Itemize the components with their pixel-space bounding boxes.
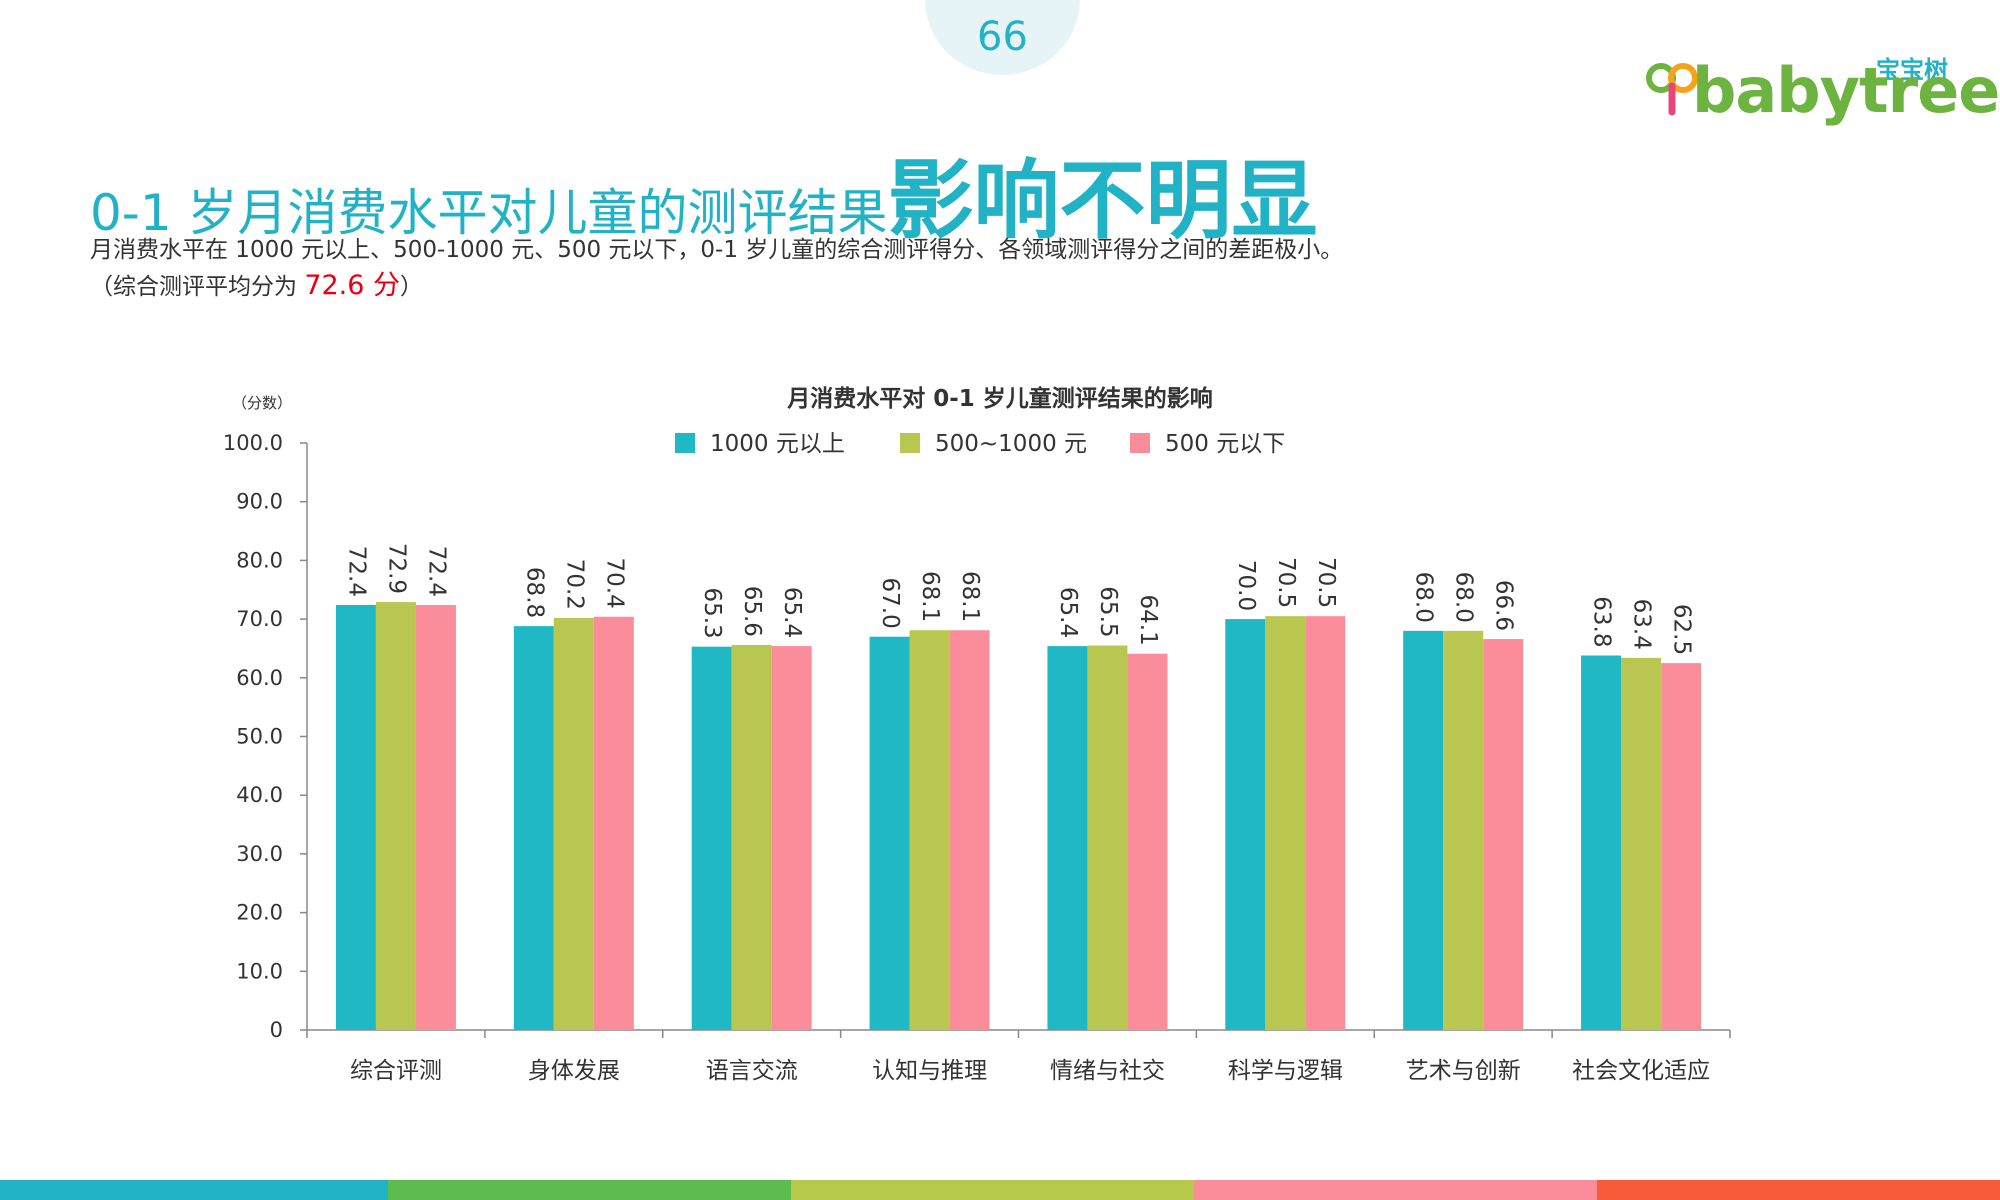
data-label: 65.4 bbox=[1055, 587, 1081, 638]
data-label: 65.4 bbox=[779, 587, 805, 638]
bar bbox=[1127, 653, 1168, 1030]
data-label: 70.5 bbox=[1273, 557, 1299, 608]
logo-mark-icon bbox=[1646, 63, 1698, 116]
strip-segment bbox=[388, 1180, 791, 1200]
data-label: 68.0 bbox=[1451, 572, 1477, 623]
chart-title: 月消费水平对 0-1 岁儿童测评结果的影响 bbox=[786, 385, 1213, 412]
data-label: 68.1 bbox=[917, 571, 943, 622]
data-label: 65.6 bbox=[739, 586, 765, 637]
data-label: 65.5 bbox=[1095, 586, 1121, 637]
subtitle-line-2: （综合测评平均分为 72.6 分） bbox=[90, 268, 1343, 305]
page-number: 66 bbox=[977, 14, 1028, 60]
data-label: 67.0 bbox=[877, 577, 903, 628]
subtitle-suffix: ） bbox=[400, 274, 424, 300]
x-category-label: 社会文化适应 bbox=[1572, 1058, 1710, 1084]
y-tick-label: 60.0 bbox=[236, 666, 283, 690]
bar bbox=[1443, 630, 1484, 1030]
y-tick-label: 100.0 bbox=[223, 431, 283, 455]
bar bbox=[1403, 630, 1444, 1030]
bar bbox=[909, 630, 950, 1030]
x-category-label: 艺术与创新 bbox=[1406, 1058, 1521, 1084]
data-label: 64.1 bbox=[1135, 595, 1161, 646]
bar bbox=[1581, 655, 1622, 1030]
y-tick-label: 0 bbox=[270, 1018, 283, 1042]
legend-label: 500~1000 元 bbox=[935, 431, 1087, 457]
legend-swatch bbox=[675, 433, 695, 453]
bar bbox=[1305, 616, 1346, 1030]
logo-english-text: babytree bbox=[1692, 54, 2000, 127]
data-label: 72.4 bbox=[343, 546, 369, 597]
y-tick-label: 10.0 bbox=[236, 959, 283, 983]
bar bbox=[335, 605, 376, 1030]
bar bbox=[691, 646, 732, 1030]
page-title: 0-1 岁月消费水平对儿童的测评结果影响不明显 bbox=[90, 130, 1318, 255]
data-label: 70.4 bbox=[601, 558, 627, 609]
bar bbox=[1265, 616, 1306, 1030]
subtitle-prefix: （综合测评平均分为 bbox=[90, 274, 305, 300]
bar bbox=[513, 626, 554, 1030]
y-axis-label: （分数） bbox=[232, 394, 292, 412]
logo-chinese-text: 宝宝树 bbox=[1876, 56, 1948, 84]
bar bbox=[1087, 645, 1128, 1030]
title-part-1: 0-1 岁月消费水平对儿童的测评结果 bbox=[90, 184, 888, 242]
bar bbox=[1661, 663, 1702, 1030]
bar bbox=[1621, 657, 1662, 1030]
page-subtitle: 月消费水平在 1000 元以上、500-1000 元、500 元以下，0-1 岁… bbox=[90, 232, 1343, 305]
y-tick-label: 40.0 bbox=[236, 783, 283, 807]
x-category-label: 身体发展 bbox=[528, 1058, 620, 1084]
bar bbox=[593, 616, 634, 1030]
title-part-2: 影响不明显 bbox=[887, 151, 1318, 251]
data-label: 63.4 bbox=[1629, 599, 1655, 650]
bar bbox=[949, 630, 990, 1030]
y-tick-label: 70.0 bbox=[236, 607, 283, 631]
bar bbox=[415, 605, 456, 1030]
bar bbox=[731, 644, 772, 1030]
strip-segment bbox=[791, 1180, 1194, 1200]
bar bbox=[771, 646, 812, 1030]
bar bbox=[869, 636, 910, 1030]
legend-swatch bbox=[900, 433, 920, 453]
data-label: 70.0 bbox=[1233, 560, 1259, 611]
strip-segment bbox=[1597, 1180, 2000, 1200]
strip-segment bbox=[1194, 1180, 1597, 1200]
legend-swatch bbox=[1130, 433, 1150, 453]
x-category-label: 综合评测 bbox=[350, 1058, 442, 1084]
x-category-label: 认知与推理 bbox=[872, 1058, 987, 1084]
y-tick-label: 30.0 bbox=[236, 842, 283, 866]
average-score: 72.6 分 bbox=[304, 270, 401, 301]
data-label: 70.5 bbox=[1313, 557, 1339, 608]
data-label: 72.4 bbox=[423, 546, 449, 597]
data-label: 63.8 bbox=[1589, 596, 1615, 647]
data-label: 66.6 bbox=[1491, 580, 1517, 631]
bar bbox=[553, 617, 594, 1030]
legend-label: 1000 元以上 bbox=[710, 431, 845, 457]
x-category-label: 情绪与社交 bbox=[1050, 1058, 1165, 1084]
data-label: 68.8 bbox=[521, 567, 547, 618]
data-label: 72.9 bbox=[383, 543, 409, 594]
data-label: 68.1 bbox=[957, 571, 983, 622]
legend-label: 500 元以下 bbox=[1165, 431, 1285, 457]
bar bbox=[1047, 646, 1088, 1030]
subtitle-line-1: 月消费水平在 1000 元以上、500-1000 元、500 元以下，0-1 岁… bbox=[90, 237, 1344, 263]
y-tick-label: 80.0 bbox=[236, 548, 283, 572]
y-tick-label: 90.0 bbox=[236, 490, 283, 514]
y-tick-label: 50.0 bbox=[236, 725, 283, 749]
data-label: 65.3 bbox=[699, 587, 725, 638]
bar bbox=[375, 602, 416, 1030]
bar bbox=[1483, 639, 1524, 1030]
data-label: 62.5 bbox=[1669, 604, 1695, 655]
x-category-label: 语言交流 bbox=[706, 1058, 798, 1084]
strip-segment bbox=[0, 1180, 388, 1200]
bar bbox=[1225, 619, 1266, 1030]
x-category-label: 科学与逻辑 bbox=[1228, 1058, 1343, 1084]
data-label: 68.0 bbox=[1411, 572, 1437, 623]
y-tick-label: 20.0 bbox=[236, 901, 283, 925]
data-label: 70.2 bbox=[561, 559, 587, 610]
